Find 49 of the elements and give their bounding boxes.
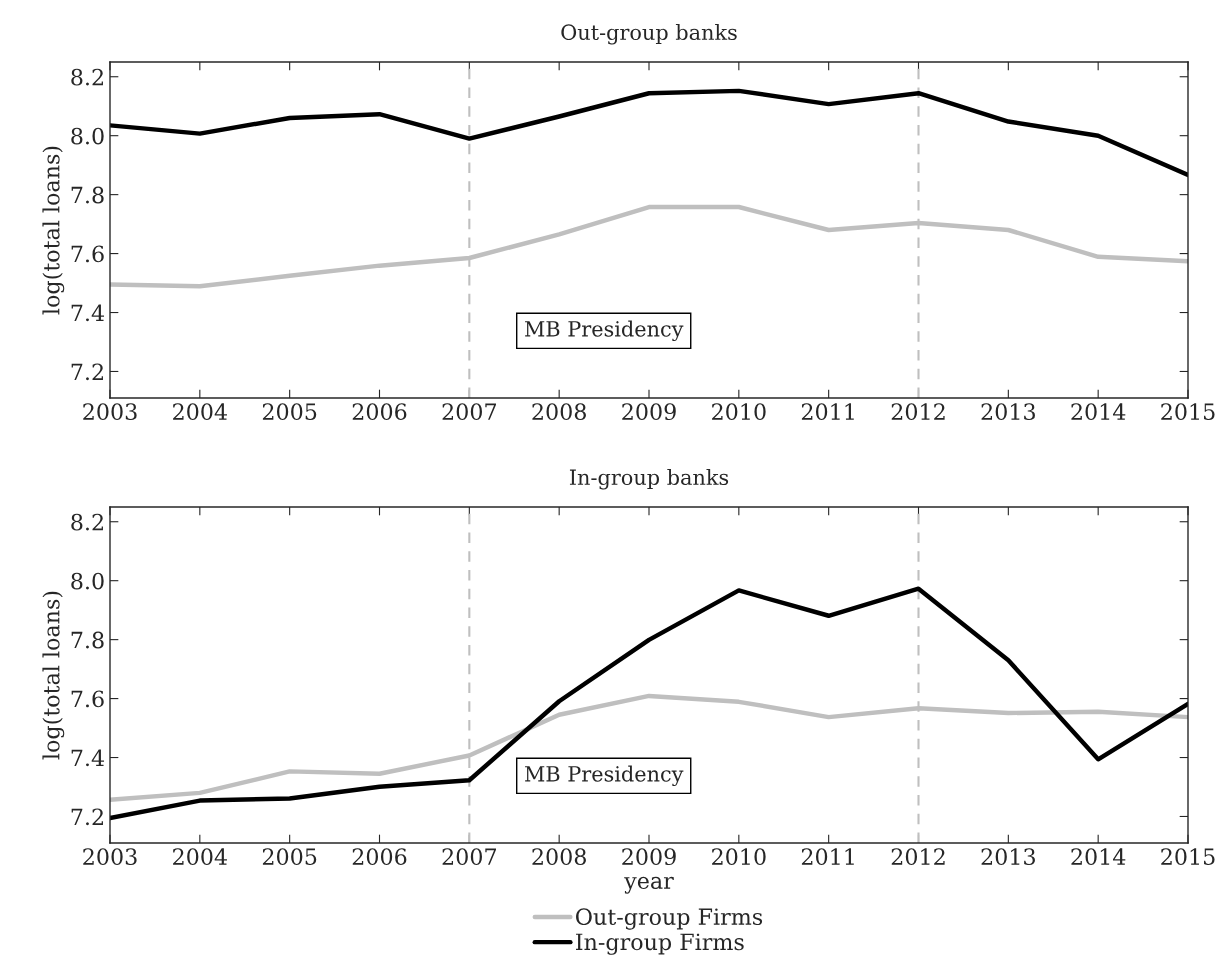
x-tick-label: 2015 [1161, 403, 1215, 421]
x-tick-label: 2012 [891, 848, 945, 866]
x-axis-title: year [624, 876, 674, 894]
x-tick-label: 2015 [1161, 848, 1215, 866]
x-tick-label: 2007 [442, 848, 496, 866]
x-tick-label: 2009 [622, 403, 676, 421]
y-tick-label: 8.0 [71, 127, 104, 145]
x-tick-label: 2003 [83, 403, 137, 421]
x-tick-label: 2006 [352, 848, 407, 866]
y-tick-label: 7.6 [71, 690, 104, 708]
line-series [110, 586, 1188, 821]
y-tick-label: 7.2 [71, 808, 103, 826]
x-tick-label: 2011 [801, 848, 854, 866]
x-tick-label: 2013 [981, 848, 1035, 866]
x-tick-label: 2005 [262, 848, 317, 866]
x-tick-label: 2003 [83, 848, 137, 866]
x-tick-label: 2004 [173, 848, 227, 866]
x-tick-label: 2014 [1071, 403, 1126, 421]
x-tick-label: 2006 [352, 403, 407, 421]
y-tick-label: 7.4 [71, 304, 105, 322]
x-tick-label: 2005 [262, 403, 317, 421]
x-tick-label: 2011 [801, 403, 854, 421]
y-tick-label: 7.8 [71, 631, 104, 649]
x-tick-label: 2010 [712, 403, 766, 421]
y-axis-title: log(total loans) [42, 591, 65, 760]
x-tick-label: 2008 [532, 848, 586, 866]
annotation: MB Presidency [525, 320, 684, 342]
y-tick-label: 7.2 [71, 363, 103, 381]
annotation: MB Presidency [525, 765, 684, 787]
line-series [110, 88, 1188, 178]
x-tick-label: 2009 [622, 848, 676, 866]
y-tick-label: 7.8 [71, 186, 104, 204]
y-tick-label: 8.2 [71, 68, 103, 86]
x-tick-label: 2004 [173, 403, 227, 421]
x-tick-label: 2012 [891, 403, 945, 421]
x-tick-label: 2008 [532, 403, 586, 421]
x-tick-label: 2010 [712, 848, 766, 866]
y-axis-title: log(total loans) [42, 146, 65, 315]
x-tick-label: 2007 [442, 403, 496, 421]
x-tick-label: 2014 [1071, 848, 1126, 866]
chart-title: In-group banks [569, 468, 729, 490]
chart-title: Out-group banks [561, 23, 737, 45]
legend-label: In-group Firms [576, 933, 744, 955]
y-tick-label: 8.0 [71, 572, 104, 590]
y-tick-label: 7.4 [71, 749, 105, 767]
legend-label: Out-group Firms [576, 908, 763, 930]
y-tick-label: 8.2 [71, 513, 103, 531]
x-tick-label: 2013 [981, 403, 1035, 421]
y-tick-label: 7.6 [71, 245, 104, 263]
